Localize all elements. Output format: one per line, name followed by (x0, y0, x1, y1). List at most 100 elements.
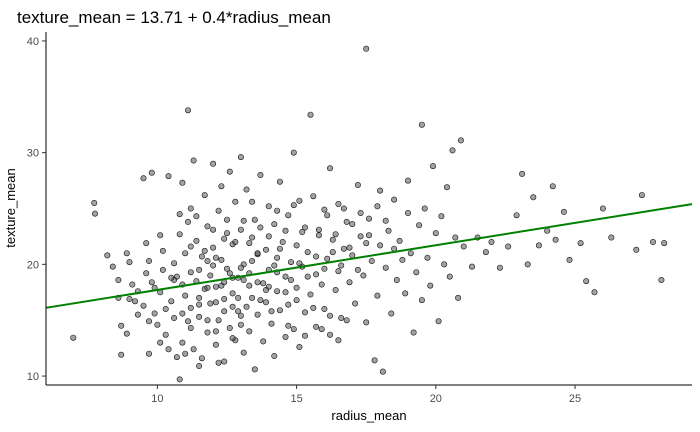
data-point (176, 211, 183, 218)
data-point (201, 192, 208, 199)
data-points (70, 45, 668, 383)
data-point (357, 233, 364, 240)
data-point (566, 256, 573, 263)
data-point (338, 262, 345, 269)
data-point (304, 273, 311, 280)
data-point (354, 182, 361, 189)
data-point (171, 260, 178, 267)
data-point (441, 261, 448, 268)
data-point (118, 351, 125, 358)
data-point (226, 168, 233, 175)
data-point (290, 202, 297, 209)
data-point (132, 298, 139, 305)
data-point (357, 210, 364, 217)
data-point (290, 149, 297, 156)
data-point (271, 352, 278, 359)
y-tick-label: 20 (27, 259, 39, 271)
data-point (212, 254, 219, 261)
data-point (391, 196, 398, 203)
data-point (212, 328, 219, 335)
data-point (249, 257, 256, 264)
data-point (251, 366, 258, 373)
data-point (221, 308, 228, 315)
x-tick-label: 15 (290, 393, 302, 405)
data-point (268, 308, 275, 315)
data-point (237, 264, 244, 271)
data-point (246, 240, 253, 247)
data-point (285, 322, 292, 329)
data-point (416, 222, 423, 229)
data-point (352, 300, 359, 307)
data-point (196, 266, 203, 273)
data-point (326, 312, 333, 319)
data-point (393, 276, 400, 283)
data-point (196, 313, 203, 320)
data-point (201, 247, 208, 254)
data-point (335, 201, 342, 208)
data-point (207, 272, 214, 279)
data-point (204, 257, 211, 264)
data-point (129, 281, 136, 288)
chart-title: texture_mean = 13.71 + 0.4*radius_mean (17, 8, 331, 27)
data-point (165, 173, 172, 180)
data-point (179, 339, 186, 346)
data-point (318, 281, 325, 288)
y-tick-label: 30 (27, 148, 39, 160)
data-point (168, 298, 175, 305)
data-point (396, 237, 403, 244)
data-point (332, 231, 339, 238)
data-point (374, 203, 381, 210)
data-point (262, 246, 269, 253)
data-point (307, 111, 314, 118)
data-point (204, 223, 211, 230)
data-point (421, 205, 428, 212)
x-tick-label: 10 (151, 393, 163, 405)
regression-line (45, 203, 693, 309)
data-point (326, 331, 333, 338)
data-point (552, 236, 559, 243)
data-point (118, 322, 125, 329)
data-point (237, 312, 244, 319)
data-point (187, 243, 194, 250)
data-point (382, 264, 389, 271)
data-point (326, 165, 333, 172)
data-point (310, 193, 317, 200)
data-point (321, 305, 328, 312)
data-point (457, 137, 464, 144)
data-point (212, 283, 219, 290)
data-point (282, 227, 289, 234)
data-point (321, 206, 328, 213)
data-point (324, 255, 331, 262)
data-point (340, 245, 347, 252)
data-point (282, 333, 289, 340)
data-point (282, 273, 289, 280)
data-point (332, 286, 339, 293)
data-point (271, 262, 278, 269)
data-point (123, 330, 130, 337)
data-point (530, 194, 537, 201)
data-point (438, 213, 445, 220)
data-point (296, 343, 303, 350)
data-point (207, 300, 214, 307)
data-point (168, 274, 175, 281)
data-point (402, 290, 409, 297)
data-point (190, 157, 197, 164)
data-point (165, 346, 172, 353)
data-point (363, 319, 370, 326)
data-point (226, 324, 233, 331)
x-axis-ticks: 10 15 20 25 (151, 385, 581, 405)
data-point (159, 247, 166, 254)
data-point (249, 234, 256, 241)
data-point (413, 269, 420, 276)
data-point (513, 212, 520, 219)
data-point (218, 256, 225, 263)
data-point (488, 239, 495, 246)
data-point (349, 252, 356, 259)
data-point (343, 317, 350, 324)
data-point (210, 226, 217, 233)
data-point (290, 326, 297, 333)
data-point (146, 257, 153, 264)
data-point (154, 321, 161, 328)
data-point (226, 270, 233, 277)
data-point (146, 350, 153, 357)
